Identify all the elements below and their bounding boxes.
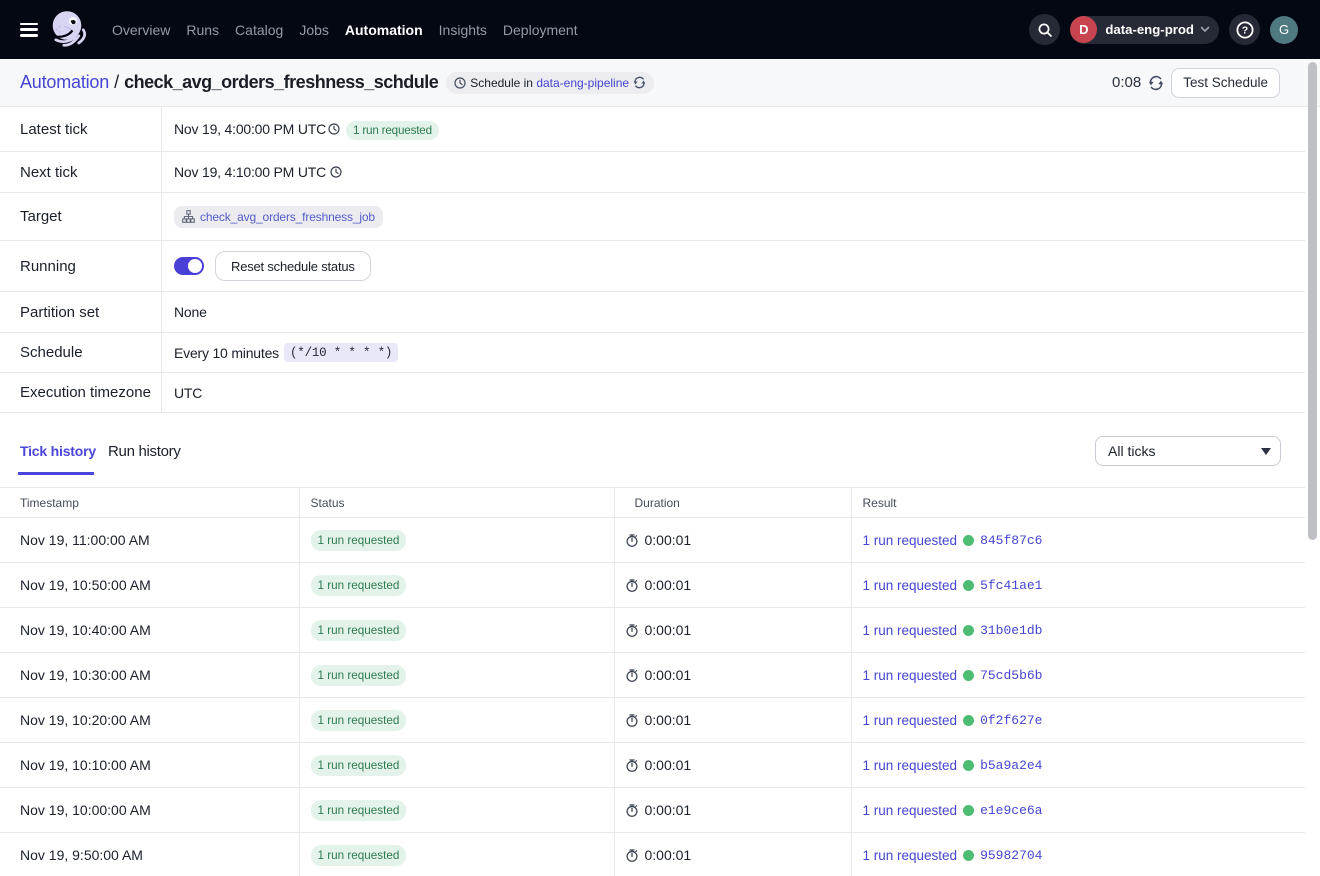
svg-text:?: ? [1241,24,1247,36]
